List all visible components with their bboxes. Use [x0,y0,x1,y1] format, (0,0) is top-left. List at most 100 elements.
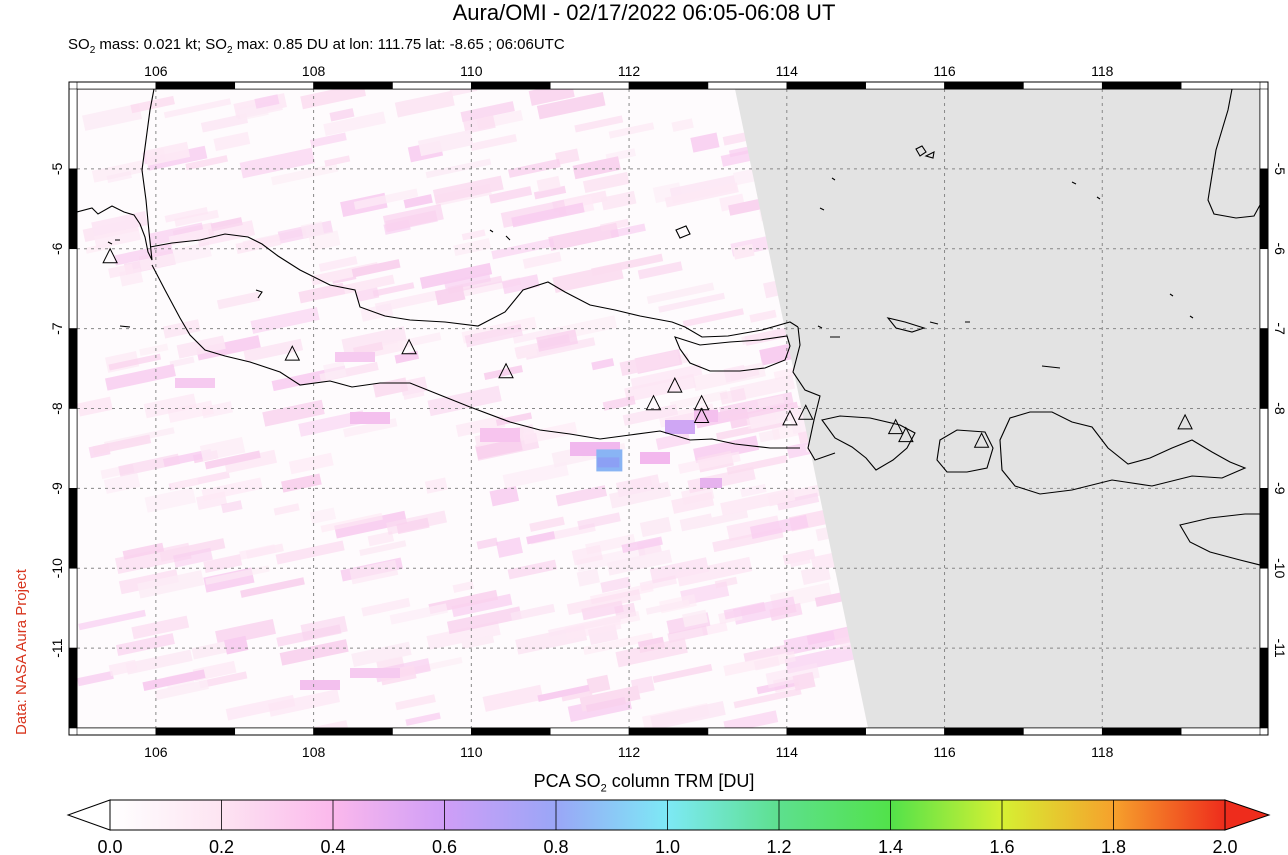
colorbar-tick-label: 0.8 [543,837,568,855]
so2-pixel [788,552,811,568]
lon-label-bottom: 110 [460,744,483,760]
axis-ticks: 106 106 108 108 110 110 112 112 114 114 116 116 118 1… [49,63,1288,760]
so2-pixel [191,640,232,660]
frame-bar-left [68,248,78,329]
volcano-icon [887,418,904,435]
so2-pixel [77,670,114,687]
so2-pixel [351,641,412,667]
so2-pixel [309,507,337,524]
so2-pixel [600,576,631,593]
so2-pixel [323,111,386,136]
so2-pixel [746,413,777,430]
volcano-icon [102,247,118,264]
so2-pixel [275,540,345,565]
volcano-icon [1177,413,1193,430]
frame-bar-top [76,81,157,90]
so2-pixel [522,251,562,269]
so2-pixel [382,203,444,232]
so2-pixel [501,274,540,295]
so2-pixel [452,581,475,593]
so2-pixel [417,129,474,157]
so2-pixel [240,577,305,598]
frame-bar-bottom [786,727,866,736]
coast-java-north [149,233,799,338]
so2-pixel [769,603,803,621]
so2-pixel [723,601,766,620]
so2-pixel [372,282,415,297]
lon-label-bottom: 106 [144,744,168,760]
so2-pixel [577,512,621,530]
so2-pixel-elevated [350,668,400,678]
so2-pixel [320,512,383,533]
frame-bar-left [68,168,78,250]
so2-pixel-elevated [665,420,695,434]
so2-pixel [288,452,334,475]
so2-pixel [533,185,567,200]
so2-pixel [173,547,213,568]
so2-pixel [566,589,642,615]
so2-pixel [732,243,755,260]
so2-summary: SO2 mass: 0.021 kt; SO2 max: 0.85 DU at … [68,36,565,56]
so2-pixel-elevated [694,410,718,422]
so2-pixel [491,238,555,260]
so2-pixel [555,148,580,166]
so2-pixel [130,95,175,114]
so2-pixel [572,156,621,180]
colorbar-tick-label: 1.2 [766,837,791,855]
volcano-icon [645,394,662,411]
so2-pixel [389,603,448,625]
so2-pixel [511,202,585,228]
lon-label-top: 118 [1091,63,1114,79]
so2-pixel [142,669,206,691]
lat-label-right: -7 [1272,322,1288,335]
so2-pixel [196,220,256,247]
frame-bar-top [786,81,866,90]
so2-pixel [655,431,691,450]
so2-pixel [692,362,766,392]
so2-pixel [221,500,243,514]
so2-pixel [624,373,697,403]
so2-pixel [529,516,565,532]
coast-java-south [151,264,800,449]
so2-pixel [495,537,523,558]
so2-pixel [239,147,315,179]
colorbar-high-arrow [1224,799,1271,831]
so2-pixel [482,684,544,712]
so2-pixel [720,487,796,516]
so2-pixel [682,308,744,328]
frame-bar-right [1259,647,1269,729]
so2-pixel [298,410,366,437]
so2-pixel [204,450,261,470]
so2-pixel [262,399,325,427]
so2-pixel [199,437,246,462]
frame-bar-right [1259,567,1269,649]
so2-pixel [394,90,455,118]
volcano-icon [973,432,990,448]
so2-pixel [361,597,411,617]
map-title: Aura/OMI - 02/17/2022 06:05-06:08 UT [452,0,836,25]
lat-label-right: -10 [1272,558,1288,578]
so2-pixel [148,222,205,246]
lon-label-top: 116 [933,63,956,79]
so2-pixel [453,238,492,257]
so2-pixel [108,353,162,371]
so2-pixel [507,559,558,580]
so2-pixel [397,332,442,350]
so2-pixel [169,356,195,368]
so2-pixel [508,158,561,178]
so2-pixel [446,606,522,634]
frame-bar-bottom [1023,727,1103,736]
so2-pixel [154,679,209,701]
so2-pixel [167,400,214,423]
frame-bar-top [471,81,551,90]
coast-kangean [886,317,939,333]
so2-pixel [122,542,165,560]
so2-pixel [610,223,646,238]
so2-pixel [676,556,753,587]
volcano-icon [498,362,514,379]
so2-pixel [425,158,492,179]
so2-pixel [701,621,728,636]
so2-pixel [168,228,210,246]
so2-pixel [216,291,261,310]
frame-bar-top [234,81,314,90]
